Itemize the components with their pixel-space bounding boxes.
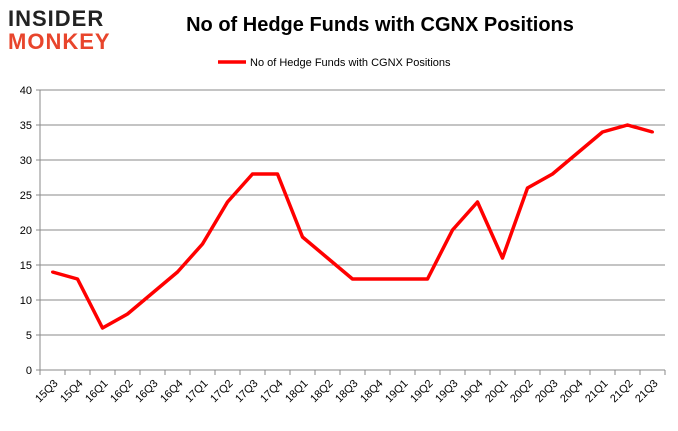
x-tick-label: 15Q4 [58,378,86,406]
x-tick-label: 20Q2 [508,378,536,406]
y-tick-label: 35 [20,120,32,132]
data-point [626,123,629,127]
insider-monkey-logo: INSIDER MONKEY [8,8,128,56]
logo-text-top: INSIDER [8,6,105,31]
x-tick-label: 18Q3 [333,378,361,406]
data-point [651,130,654,134]
x-tick-label: 20Q4 [558,378,586,406]
x-tick-label: 17Q2 [208,378,236,406]
legend-label: No of Hedge Funds with CGNX Positions [250,57,451,69]
data-point [376,277,379,281]
x-tick-label: 20Q3 [533,378,561,406]
chart-title: No of Hedge Funds with CGNX Positions [186,14,574,36]
data-point [551,172,554,176]
y-tick-label: 15 [20,260,32,272]
x-tick-label: 17Q4 [258,378,286,406]
y-tick-label: 40 [20,85,32,97]
data-point [401,277,404,281]
y-tick-label: 20 [20,225,32,237]
data-point [326,256,329,260]
data-point [451,228,454,232]
data-point [426,277,429,281]
x-tick-label: 21Q1 [583,378,611,406]
x-tick-label: 17Q1 [183,378,211,406]
x-tick-label: 16Q2 [108,378,136,406]
y-tick-label: 25 [20,190,32,202]
data-point [226,200,229,204]
data-point [251,172,254,176]
x-tick-label: 15Q3 [33,378,61,406]
x-tick-label: 19Q1 [383,378,411,406]
data-point [151,291,154,295]
y-tick-label: 30 [20,155,32,167]
data-point [351,277,354,281]
data-point [526,186,529,190]
logo-text-bottom: MONKEY [8,29,111,54]
data-point [501,256,504,260]
y-tick-label: 5 [26,330,32,342]
x-tick-label: 16Q3 [133,378,161,406]
series-line [52,123,653,330]
data-point [601,130,604,134]
y-tick-label: 10 [20,295,32,307]
x-tick-label: 16Q1 [83,378,111,406]
data-point [176,270,179,274]
data-point [276,172,279,176]
x-tick-label: 21Q3 [633,378,661,406]
data-point [76,277,79,281]
x-tick-label: 19Q2 [408,378,436,406]
x-tick-label: 20Q1 [483,378,511,406]
x-tick-label: 18Q4 [358,378,386,406]
data-point [51,270,54,274]
x-tick-label: 18Q1 [283,378,311,406]
x-tick-label: 16Q4 [158,378,186,406]
x-tick-label: 19Q4 [458,378,486,406]
x-tick-label: 17Q3 [233,378,261,406]
data-point [576,151,579,155]
data-point [126,312,129,316]
y-tick-label: 0 [26,365,32,377]
x-tick-label: 18Q2 [308,378,336,406]
data-point [301,235,304,239]
data-point [101,326,104,330]
x-tick-label: 19Q3 [433,378,461,406]
data-point [476,200,479,204]
x-tick-label: 21Q2 [608,378,636,406]
data-point [201,242,204,246]
